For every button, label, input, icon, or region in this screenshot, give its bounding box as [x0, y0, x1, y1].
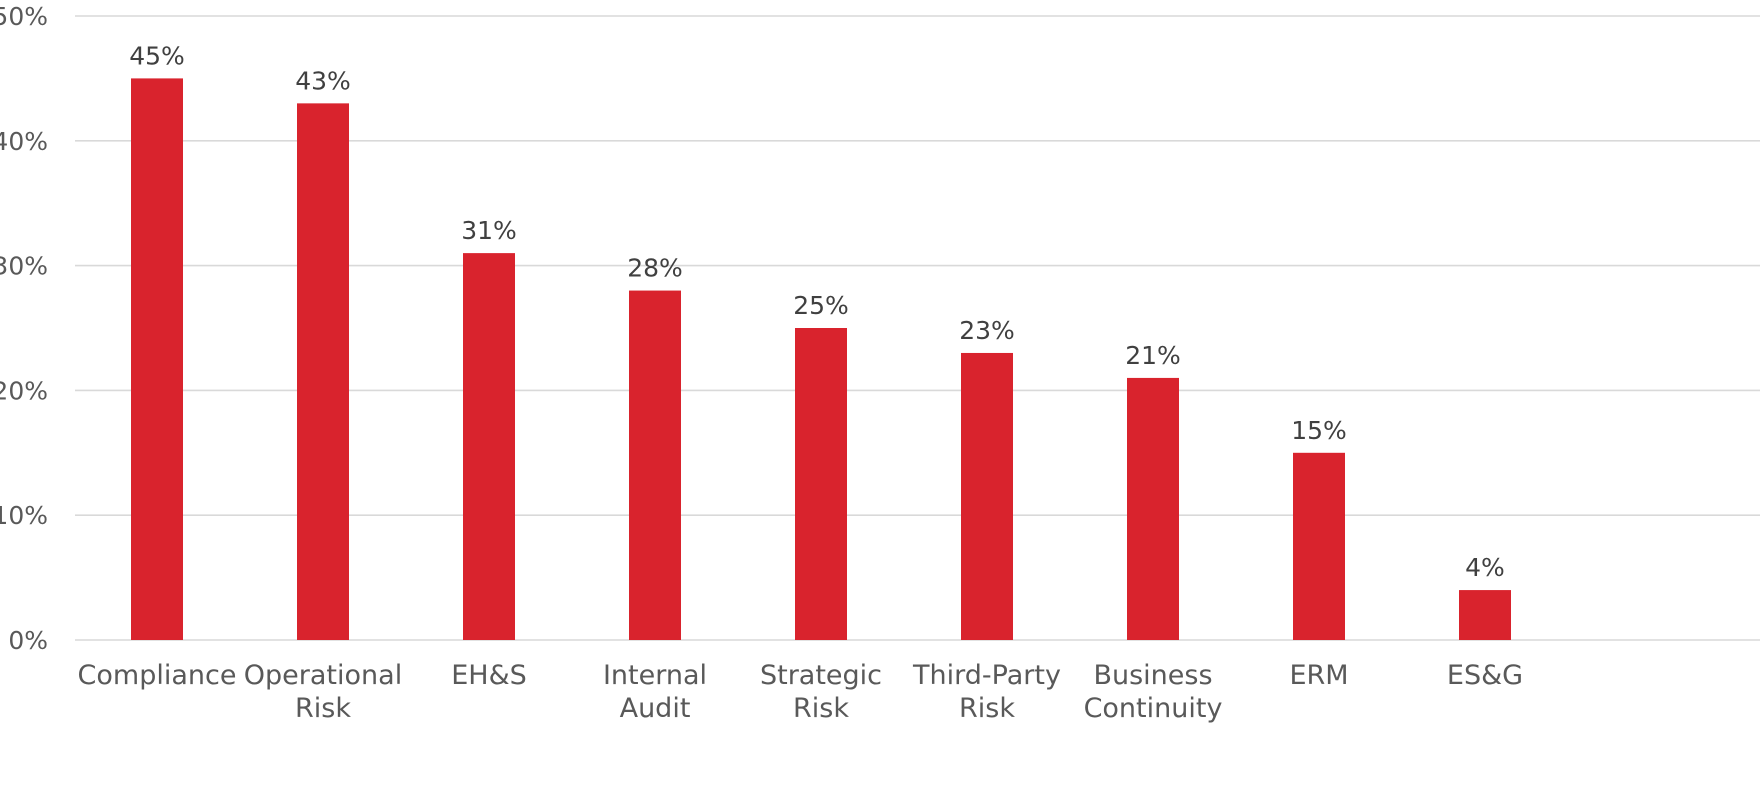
data-label: 15%	[1291, 416, 1347, 445]
y-tick-label: 50%	[0, 2, 48, 31]
bar-8	[1293, 452, 1345, 640]
bar-5	[795, 328, 847, 640]
bar-1	[131, 78, 183, 640]
y-tick-label: 10%	[0, 501, 48, 530]
category-label: ERM	[1289, 660, 1348, 691]
data-label: 31%	[461, 216, 517, 245]
bars	[131, 78, 1511, 641]
bar-2	[297, 103, 349, 641]
data-labels: 45% 43% 31% 28% 25% 23% 21% 15% 4%	[129, 41, 1505, 582]
y-tick-label: 40%	[0, 127, 48, 156]
data-label: 43%	[295, 66, 351, 95]
category-label: Third-Party Risk	[912, 660, 1061, 724]
bar-9	[1459, 590, 1511, 640]
category-label: EH&S	[451, 660, 527, 691]
data-label: 21%	[1125, 341, 1181, 370]
category-label: Compliance	[78, 660, 237, 691]
data-label: 45%	[129, 41, 185, 70]
category-label: Internal Audit	[603, 660, 707, 724]
bar-7	[1127, 377, 1179, 640]
x-axis-category-labels: Compliance Operational Risk EH&S Internal Aud…	[78, 660, 1524, 724]
category-label: Operational Risk	[244, 660, 402, 724]
category-label: Business Continuity	[1084, 660, 1223, 724]
y-tick-label: 20%	[0, 376, 48, 405]
category-label: Strategic Risk	[760, 660, 882, 724]
y-tick-label: 30%	[0, 252, 48, 281]
data-label: 4%	[1465, 553, 1505, 582]
data-label: 23%	[959, 316, 1015, 345]
data-label: 28%	[627, 254, 683, 283]
bar-4	[629, 290, 681, 640]
y-tick-label: 0%	[8, 626, 48, 655]
bar-3	[463, 253, 515, 640]
category-label: ES&G	[1447, 660, 1523, 691]
bar-6	[961, 352, 1013, 640]
y-axis-tick-labels: 0% 10% 20% 30% 40% 50%	[0, 2, 48, 655]
data-label: 25%	[793, 291, 849, 320]
